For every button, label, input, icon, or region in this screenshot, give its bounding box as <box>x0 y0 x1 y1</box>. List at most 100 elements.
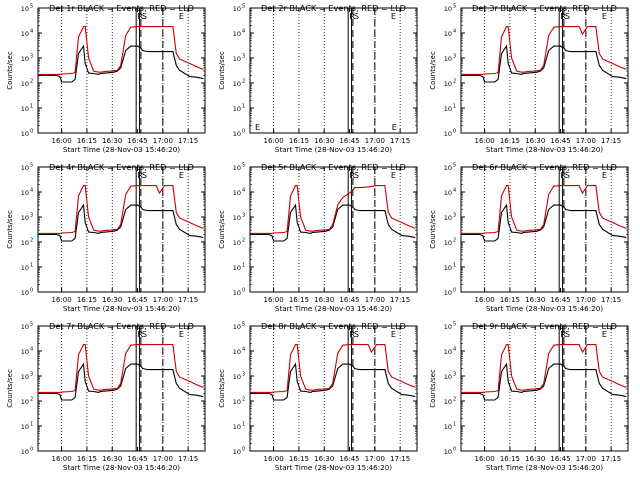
x-tick-label: 16:30 <box>525 137 545 145</box>
y-tick-exponent: 5 <box>453 4 456 10</box>
y-tick-label: 10 <box>444 398 452 406</box>
y-tick-exponent: 0 <box>453 288 456 294</box>
y-tick-label: 10 <box>444 214 452 222</box>
y-tick-label: 10 <box>444 55 452 63</box>
y-tick-exponent: 5 <box>453 322 456 328</box>
flag-letter: S <box>565 12 570 21</box>
events-series-line <box>461 362 627 401</box>
y-tick-exponent: 1 <box>30 422 33 428</box>
y-tick-exponent: 2 <box>242 79 245 85</box>
y-tick-label: 10 <box>21 214 29 222</box>
y-tick-label: 10 <box>444 130 452 138</box>
y-tick-label: 10 <box>444 289 452 297</box>
x-tick-label: 16:30 <box>314 455 334 463</box>
flag-letter: R <box>349 171 355 180</box>
panel-title: Det 5r BLACK = Events, RED = LLD <box>261 162 406 172</box>
x-tick-label: 16:45 <box>550 296 570 304</box>
plot-frame <box>249 7 418 134</box>
y-tick-label: 10 <box>444 80 452 88</box>
x-tick-label: 16:15 <box>289 137 309 145</box>
y-tick-exponent: 2 <box>242 397 245 403</box>
x-axis-label: Start Time (28-Nov-03 15:46:20) <box>486 463 603 472</box>
y-tick-label: 10 <box>233 105 241 113</box>
x-tick-label: 16:30 <box>314 296 334 304</box>
x-tick-label: 17:00 <box>153 455 173 463</box>
panel-title: Det 9r BLACK = Events, RED = LLD <box>472 321 617 331</box>
flag-letter: E <box>602 171 607 180</box>
y-tick-label: 10 <box>233 323 241 331</box>
x-tick-label: 17:00 <box>576 137 596 145</box>
y-tick-label: 10 <box>444 423 452 431</box>
y-tick-label: 10 <box>444 264 452 272</box>
events-series-line <box>461 44 627 83</box>
flag-letter: R <box>349 12 355 21</box>
y-tick-label: 10 <box>233 448 241 456</box>
x-tick-label: 16:45 <box>127 296 147 304</box>
y-tick-exponent: 5 <box>453 163 456 169</box>
x-axis-label: Start Time (28-Nov-03 15:46:20) <box>63 463 180 472</box>
y-tick-label: 10 <box>21 239 29 247</box>
x-tick-label: 16:00 <box>52 455 72 463</box>
x-tick-label: 16:00 <box>475 296 495 304</box>
y-tick-exponent: 2 <box>30 397 33 403</box>
y-tick-exponent: 3 <box>242 213 245 219</box>
plot-frame <box>37 7 206 134</box>
y-tick-exponent: 2 <box>30 79 33 85</box>
y-tick-exponent: 3 <box>453 213 456 219</box>
plot-frame <box>460 325 629 452</box>
flag-letter: E <box>391 12 396 21</box>
x-tick-label: 16:00 <box>52 296 72 304</box>
flag-letter: S <box>354 171 359 180</box>
x-tick-label: 16:15 <box>500 296 520 304</box>
y-tick-exponent: 5 <box>242 163 245 169</box>
x-tick-label: 16:30 <box>102 137 122 145</box>
x-tick-label: 16:30 <box>102 296 122 304</box>
y-axis-label: Counts/sec <box>218 51 226 90</box>
y-tick-exponent: 2 <box>30 238 33 244</box>
x-axis-label: Start Time (28-Nov-03 15:46:20) <box>275 304 392 313</box>
y-tick-label: 10 <box>233 5 241 13</box>
x-tick-label: 16:45 <box>127 455 147 463</box>
y-tick-label: 10 <box>233 214 241 222</box>
x-tick-label: 17:00 <box>365 455 385 463</box>
y-tick-label: 10 <box>233 423 241 431</box>
y-tick-label: 10 <box>21 323 29 331</box>
x-axis-label: Start Time (28-Nov-03 15:46:20) <box>275 463 392 472</box>
plot-frame <box>249 166 418 293</box>
events-series-line <box>38 203 204 242</box>
y-tick-label: 10 <box>444 448 452 456</box>
lld-series-line <box>461 344 627 393</box>
y-tick-label: 10 <box>233 239 241 247</box>
y-tick-label: 10 <box>21 448 29 456</box>
flag-letter: S <box>142 330 147 339</box>
x-tick-label: 16:15 <box>500 137 520 145</box>
y-tick-label: 10 <box>21 289 29 297</box>
y-tick-exponent: 2 <box>242 238 245 244</box>
y-tick-exponent: 1 <box>453 263 456 269</box>
x-tick-label: 16:00 <box>264 455 284 463</box>
y-axis-label: Counts/sec <box>429 51 437 90</box>
y-tick-exponent: 3 <box>453 372 456 378</box>
y-tick-label: 10 <box>444 105 452 113</box>
y-axis-label: Counts/sec <box>429 210 437 249</box>
panel-title: Det 2r BLACK = Events, RED = LLD <box>261 3 406 13</box>
x-tick-label: 16:45 <box>339 455 359 463</box>
y-tick-exponent: 1 <box>30 104 33 110</box>
y-tick-exponent: 1 <box>453 104 456 110</box>
y-tick-exponent: 0 <box>30 288 33 294</box>
x-tick-label: 17:15 <box>390 137 410 145</box>
y-tick-exponent: 0 <box>453 447 456 453</box>
y-tick-label: 10 <box>233 189 241 197</box>
flag-letter: S <box>142 171 147 180</box>
x-axis-label: Start Time (28-Nov-03 15:46:20) <box>275 145 392 154</box>
x-tick-label: 16:30 <box>525 296 545 304</box>
y-tick-exponent: 3 <box>453 54 456 60</box>
lld-series-line <box>38 26 204 75</box>
x-axis-label: Start Time (28-Nov-03 15:46:20) <box>63 304 180 313</box>
y-tick-exponent: 4 <box>453 188 456 194</box>
x-tick-label: 16:00 <box>52 137 72 145</box>
lld-series-line <box>38 344 204 393</box>
